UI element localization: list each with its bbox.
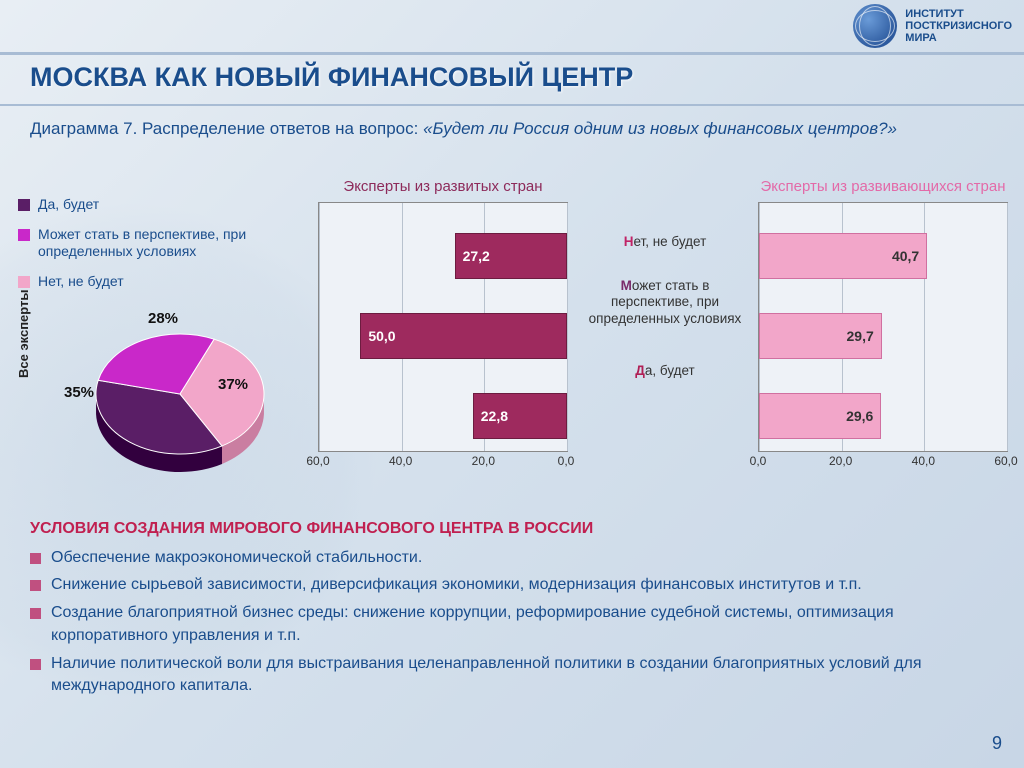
bar-value-label: 29,7 [847, 328, 874, 344]
bullet-text: Создание благоприятной бизнес среды: сни… [51, 602, 994, 647]
xtick: 20,0 [472, 454, 495, 468]
legend-label: Да, будет [38, 196, 99, 214]
legend-label: Может стать в перспективе, при определен… [38, 226, 278, 261]
bullet-text: Снижение сырьевой зависимости, диверсифи… [51, 574, 862, 597]
charts-region: Да, будет Может стать в перспективе, при … [18, 178, 1006, 498]
legend-swatch [18, 276, 30, 288]
xtick: 60,0 [994, 454, 1017, 468]
bar-right-xaxis: 0,020,040,060,0 [758, 452, 1008, 470]
bar-category-labels: Нет, не будет Может стать в перспективе,… [578, 216, 752, 379]
bullet-marker [30, 553, 41, 564]
org-line1: ИНСТИТУТ [905, 8, 1012, 20]
caption-label: Диаграмма 7. Распределение ответов на во… [30, 119, 423, 138]
pie-chart: Все эксперты 37% 28% 35% [18, 308, 302, 498]
bar-2: 29,6 [759, 393, 881, 439]
xtick: 40,0 [912, 454, 935, 468]
bar-value-label: 50,0 [368, 328, 395, 344]
org-name: ИНСТИТУТ ПОСТКРИЗИСНОГО МИРА [905, 8, 1012, 44]
xtick: 0,0 [750, 454, 767, 468]
org-logo-block: ИНСТИТУТ ПОСТКРИЗИСНОГО МИРА [853, 4, 1012, 48]
bar-chart-developed: Эксперты из развитых стран 27,250,022,8 … [318, 178, 568, 488]
pie-slice-label-0: 37% [218, 376, 248, 393]
pie-slice-label-1: 28% [148, 310, 178, 327]
legend-swatch [18, 199, 30, 211]
xtick: 0,0 [558, 454, 575, 468]
org-line2: ПОСТКРИЗИСНОГО [905, 20, 1012, 32]
bar-0: 27,2 [455, 233, 567, 279]
cat-yes: Да, будет [578, 363, 752, 379]
bullet-text: Наличие политической воли для выстраиван… [51, 653, 994, 698]
bar-left-plot: 27,2 50,0 22,8 [318, 202, 568, 452]
bar-value-label: 22,8 [481, 408, 508, 424]
divider-top [0, 52, 1024, 55]
bar-left-title: Эксперты из развитых стран [318, 178, 568, 196]
bullet-0: Обеспечение макроэкономической стабильно… [30, 547, 994, 570]
conditions-title: УСЛОВИЯ СОЗДАНИЯ МИРОВОГО ФИНАНСОВОГО ЦЕ… [30, 518, 994, 541]
caption-question: «Будет ли Россия одним из новых финансов… [423, 119, 897, 138]
conditions-block: УСЛОВИЯ СОЗДАНИЯ МИРОВОГО ФИНАНСОВОГО ЦЕ… [30, 518, 994, 703]
bar-1: 50,0 [360, 313, 567, 359]
bar-value-label: 40,7 [892, 248, 919, 264]
bar-2: 22,8 [473, 393, 567, 439]
bar-value-label: 27,2 [463, 248, 490, 264]
xtick: 60,0 [306, 454, 329, 468]
org-line3: МИРА [905, 32, 1012, 44]
bullet-2: Создание благоприятной бизнес среды: сни… [30, 602, 994, 647]
bar-right-title: Эксперты из развивающихся стран [758, 178, 1008, 196]
bar-value-label: 29,6 [846, 408, 873, 424]
pie-svg [80, 314, 280, 484]
bar-0: 40,7 [759, 233, 927, 279]
bar-1: 29,7 [759, 313, 882, 359]
cat-no: Нет, не будет [578, 234, 752, 250]
bullet-1: Снижение сырьевой зависимости, диверсифи… [30, 574, 994, 597]
xtick: 40,0 [389, 454, 412, 468]
divider-under-title [0, 104, 1024, 106]
bullet-marker [30, 659, 41, 670]
bar-left-xaxis: 60,040,020,00,0 [318, 452, 568, 470]
legend-item-2: Нет, не будет [18, 273, 278, 291]
pie-axis-label: Все эксперты [16, 289, 31, 378]
globe-icon [853, 4, 897, 48]
page-number: 9 [992, 733, 1002, 754]
bar-right-plot: 40,7 29,7 29,6 [758, 202, 1008, 452]
legend-item-0: Да, будет [18, 196, 278, 214]
bullet-3: Наличие политической воли для выстраиван… [30, 653, 994, 698]
cat-maybe: Может стать в перспективе, при определен… [578, 278, 752, 327]
legend-label: Нет, не будет [38, 273, 124, 291]
pie-slice-label-2: 35% [64, 384, 94, 401]
bullet-text: Обеспечение макроэкономической стабильно… [51, 547, 422, 570]
xtick: 20,0 [829, 454, 852, 468]
bullet-marker [30, 580, 41, 591]
pie-legend: Да, будет Может стать в перспективе, при … [18, 196, 278, 302]
page-title: МОСКВА КАК НОВЫЙ ФИНАНСОВЫЙ ЦЕНТР [30, 62, 994, 93]
bullet-marker [30, 608, 41, 619]
legend-item-1: Может стать в перспективе, при определен… [18, 226, 278, 261]
bar-chart-emerging: Эксперты из развивающихся стран 40,7 29,7… [758, 178, 1008, 488]
chart-caption: Диаграмма 7. Распределение ответов на во… [30, 118, 994, 141]
legend-swatch [18, 229, 30, 241]
